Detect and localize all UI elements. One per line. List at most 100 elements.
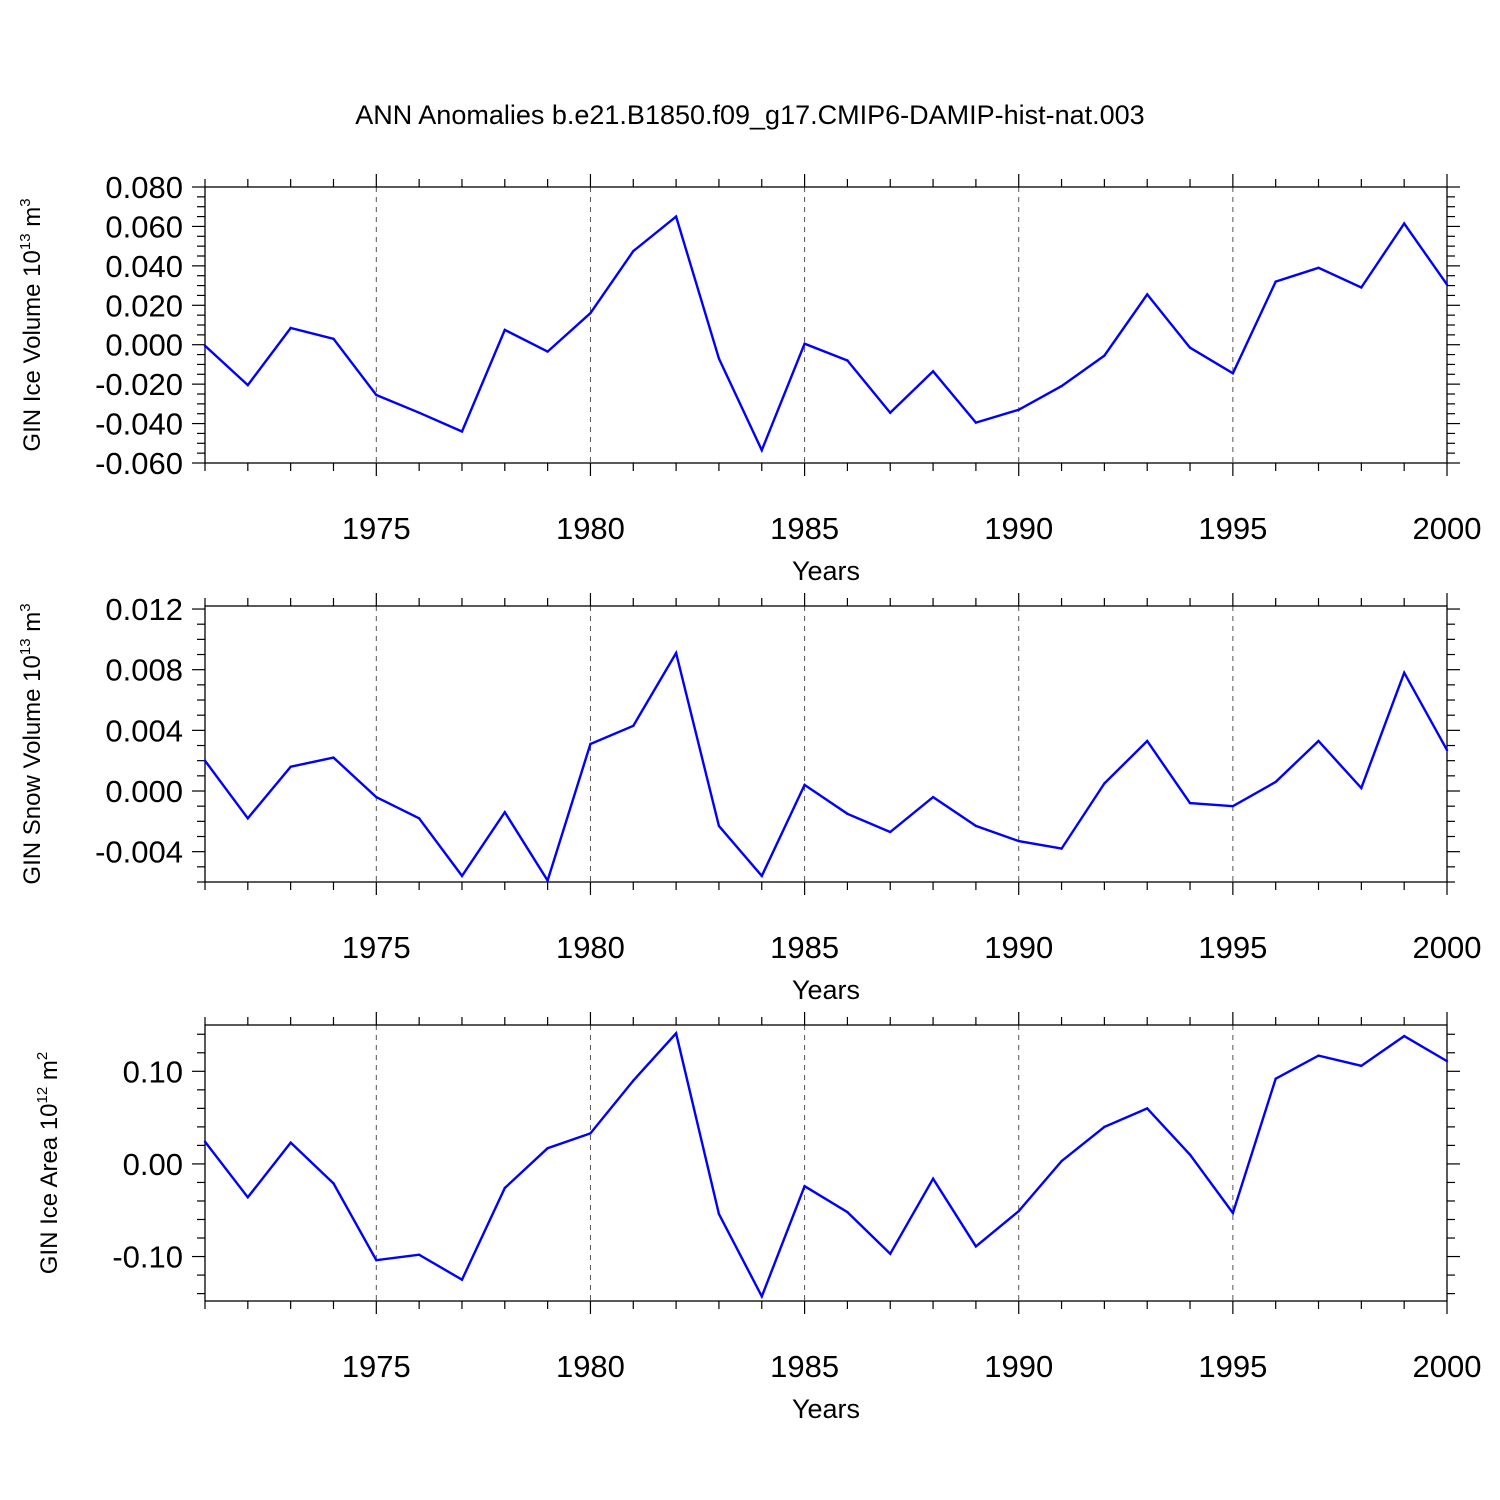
data-point: [1360, 786, 1363, 790]
data-point: [846, 812, 849, 815]
data-point: [546, 879, 549, 882]
series-line-ice-area: [204, 1030, 1448, 1300]
data-point: [1103, 1125, 1106, 1129]
data-point: [931, 1177, 935, 1180]
data-point: [1317, 1054, 1320, 1057]
series-line-snow-volume: [204, 649, 1449, 884]
data-point: [760, 1295, 763, 1298]
x-axis-label: Years: [792, 1394, 860, 1424]
data-point: [1188, 346, 1192, 349]
data-point: [589, 1132, 592, 1135]
data-point: [803, 342, 806, 345]
data-point: [203, 1140, 207, 1143]
data-point: [846, 1210, 849, 1214]
x-tick-label: 2000: [1413, 511, 1482, 546]
y-tick-label: -0.060: [95, 446, 183, 481]
data-point: [1103, 782, 1106, 785]
panels: -0.060 -0.040 -0.020 0.000 0.020 0.040 0.060 0.…: [17, 170, 1481, 1424]
data-point: [674, 1032, 678, 1035]
x-axis-label: Years: [792, 556, 860, 586]
data-point: [332, 337, 335, 340]
data-point: [760, 874, 763, 878]
y-tick-label: 0.10: [123, 1054, 183, 1089]
data-point: [974, 1245, 978, 1248]
data-point: [589, 742, 592, 746]
y-axis-label: GIN Ice Volume 1013 m3: [17, 198, 46, 451]
data-point: [1274, 280, 1277, 283]
data-point: [546, 350, 549, 353]
data-point: [289, 326, 292, 330]
data-point: [503, 328, 506, 332]
data-point: [1017, 839, 1020, 843]
data-point: [1188, 801, 1192, 805]
x-tick-label: 1995: [1198, 511, 1267, 546]
data-point: [632, 724, 635, 728]
data-point: [889, 830, 892, 834]
y-axis-label: GIN Snow Volume 1013 m3: [17, 603, 46, 884]
data-point: [1231, 1211, 1235, 1215]
x-tick-label: 1980: [556, 930, 625, 965]
data-point: [246, 1196, 250, 1199]
data-point: [246, 817, 250, 820]
data-point: [632, 249, 635, 253]
data-point: [717, 357, 721, 360]
y-tick-label: -0.020: [95, 367, 183, 402]
data-point: [1231, 804, 1235, 808]
plot-frame: [204, 605, 1448, 883]
data-point: [717, 1212, 721, 1216]
y-tick-label: -0.10: [112, 1240, 183, 1275]
data-point: [546, 1146, 549, 1150]
data-point: [1317, 739, 1320, 743]
x-tick-label: 1980: [556, 1349, 625, 1384]
data-point: [889, 411, 892, 414]
series-line-ice-volume: [204, 214, 1448, 454]
x-tick-label: 1975: [342, 1349, 411, 1384]
data-point: [1103, 354, 1106, 357]
panel-ice-volume: -0.060 -0.040 -0.020 0.000 0.020 0.040 0.060 0.…: [17, 170, 1481, 586]
data-point: [674, 215, 678, 218]
data-point: [1402, 1034, 1406, 1038]
x-tick-label: 1975: [342, 930, 411, 965]
data-point: [1146, 739, 1149, 743]
x-tick-label: 1990: [984, 1349, 1053, 1384]
x-tick-label: 2000: [1413, 1349, 1482, 1384]
data-point: [1445, 1059, 1449, 1063]
data-point: [417, 411, 421, 414]
plot-frame: [204, 1024, 1448, 1302]
data-point: [375, 1259, 378, 1262]
y-tick-label: 0.000: [105, 328, 183, 363]
data-point: [931, 370, 935, 373]
data-point: [246, 383, 250, 387]
data-point: [1017, 408, 1020, 411]
y-axis-label: GIN Ice Area 1012 m2: [34, 1052, 63, 1274]
x-tick-label: 1995: [1198, 1349, 1267, 1384]
data-point: [203, 759, 207, 762]
data-point: [846, 359, 849, 362]
x-tick-label: 1985: [770, 511, 839, 546]
y-tick-label: -0.040: [95, 407, 183, 442]
data-point: [417, 817, 421, 820]
x-tick-label: 1990: [984, 511, 1053, 546]
data-point: [803, 783, 806, 787]
data-point: [332, 1182, 335, 1185]
x-tick-label: 1980: [556, 511, 625, 546]
data-point: [1360, 1064, 1363, 1067]
data-point: [632, 1079, 635, 1082]
data-point: [203, 344, 207, 347]
x-tick-label: 1975: [342, 511, 411, 546]
y-tick-label: 0.060: [105, 209, 183, 244]
data-point: [289, 765, 292, 768]
data-point: [889, 1252, 892, 1255]
y-tick-label: 0.008: [105, 653, 183, 688]
y-tick-label: 0.004: [105, 713, 183, 748]
y-tick-label: -0.004: [95, 835, 183, 870]
data-point: [1402, 671, 1406, 674]
x-tick-label: 2000: [1413, 930, 1482, 965]
data-point: [1445, 748, 1449, 752]
data-point: [974, 824, 978, 828]
y-tick-label: 0.040: [105, 249, 183, 284]
data-point: [1060, 1159, 1063, 1163]
x-tick-label: 1985: [770, 1349, 839, 1384]
data-point: [1445, 283, 1449, 286]
